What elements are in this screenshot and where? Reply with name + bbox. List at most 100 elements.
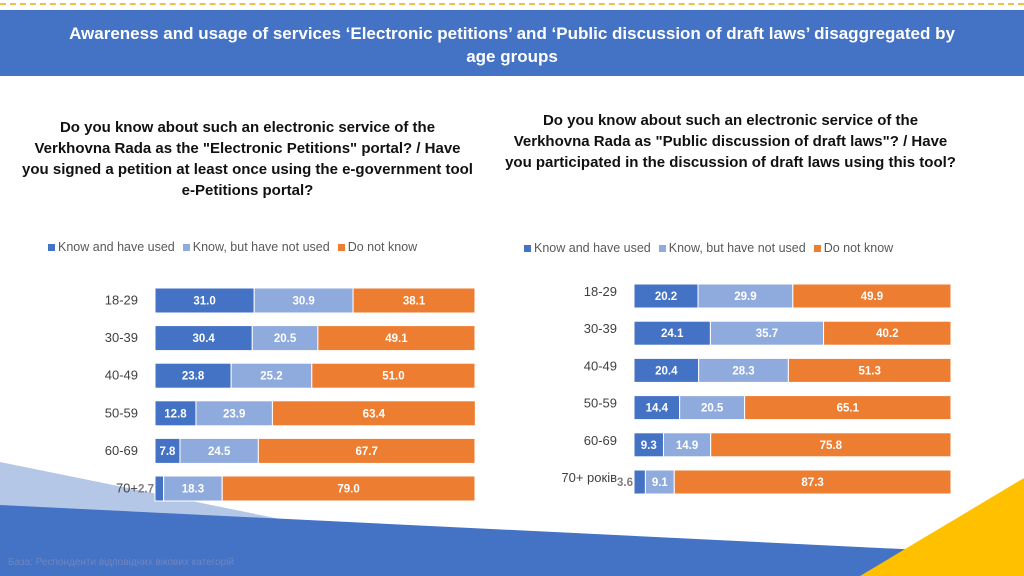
bar-segment <box>317 325 476 352</box>
bar-segment <box>633 469 646 495</box>
yellow-wave <box>860 478 1024 576</box>
category-label: 50-59 <box>584 396 617 411</box>
bar-segment <box>271 400 476 427</box>
data-label: 38.1 <box>403 296 426 308</box>
bar-segment <box>633 320 711 346</box>
data-label: 65.1 <box>837 403 860 415</box>
legend-item: Know, but have not used <box>658 241 806 255</box>
legend-label: Know and have used <box>58 240 175 254</box>
legend-item: Know and have used <box>48 240 175 254</box>
data-label: 14.4 <box>646 403 669 415</box>
data-label: 12.8 <box>164 408 187 420</box>
data-label: 23.8 <box>182 371 205 383</box>
data-label: 29.9 <box>734 291 756 303</box>
bar-segment <box>179 437 259 464</box>
bar-segment <box>195 400 273 427</box>
bar-segment <box>352 287 476 314</box>
legend-label: Know, but have not used <box>192 240 330 254</box>
legend-item: Do not know <box>337 240 418 254</box>
bar-segment <box>633 283 699 309</box>
legend-swatch-know-not-used <box>182 243 190 251</box>
bar-segment <box>697 283 794 309</box>
data-label: 20.2 <box>655 291 677 303</box>
data-label: 24.5 <box>208 446 231 458</box>
footer-note: База: Респонденти відповідних вікових ка… <box>8 557 235 568</box>
data-label: 9.1 <box>652 477 669 489</box>
data-label: 79.0 <box>337 484 359 496</box>
category-label: 60-69 <box>105 443 138 458</box>
bar-segment <box>823 320 952 346</box>
bar-segment <box>257 437 476 464</box>
bar-segment <box>253 287 354 314</box>
category-label: 30-39 <box>584 321 617 336</box>
data-label: 18.3 <box>182 484 204 496</box>
data-label: 25.2 <box>260 371 282 383</box>
data-label: 67.7 <box>355 446 377 458</box>
bar-segment <box>154 362 232 389</box>
data-label: 75.8 <box>820 440 843 452</box>
bar-segment <box>154 325 253 352</box>
legend-label: Know, but have not used <box>668 241 806 255</box>
bar-segment <box>709 320 825 346</box>
data-label: 7.8 <box>159 446 176 458</box>
legend-item: Know, but have not used <box>182 240 330 254</box>
top-dashed-line <box>0 3 1024 5</box>
chart1-title: Do you know about such an electronic ser… <box>22 119 473 199</box>
legend-label: Do not know <box>823 241 894 255</box>
data-label: 31.0 <box>193 296 215 308</box>
bar-segment <box>792 283 952 309</box>
chart2-title: Do you know about such an electronic ser… <box>505 112 956 171</box>
bar-segment <box>251 325 319 352</box>
title-banner: Awareness and usage of services ‘Electro… <box>0 10 1024 76</box>
data-label: 30.4 <box>192 333 215 345</box>
data-label: 87.3 <box>801 477 823 489</box>
bar-segment <box>662 432 712 458</box>
data-label: 28.3 <box>732 365 754 377</box>
bar-segment <box>221 475 476 502</box>
category-label: 70+ років <box>561 470 617 485</box>
bar-segment <box>311 362 476 389</box>
bar-segment <box>673 469 952 495</box>
data-label: 49.1 <box>385 333 408 345</box>
category-label: 40-49 <box>584 358 617 373</box>
data-label: 20.5 <box>701 403 724 415</box>
legend-swatch-know-not-used <box>658 244 666 252</box>
page-title: Awareness and usage of services ‘Electro… <box>69 24 955 66</box>
data-label: 3.6 <box>617 477 633 489</box>
category-label: 30-39 <box>105 330 138 345</box>
chart2-legend: Know and have used Know, but have not us… <box>524 241 901 255</box>
data-label: 49.9 <box>861 291 883 303</box>
data-label: 24.1 <box>661 328 684 340</box>
bar-segment <box>154 475 165 502</box>
legend-label: Do not know <box>347 240 418 254</box>
data-label: 63.4 <box>363 408 386 420</box>
bar-segment <box>710 432 952 458</box>
data-label: 9.3 <box>641 440 657 452</box>
bar-segment <box>744 395 952 421</box>
data-label: 40.2 <box>876 328 898 340</box>
category-label: 18-29 <box>105 293 138 308</box>
data-label: 2.7 <box>138 484 154 496</box>
category-label: 60-69 <box>584 433 617 448</box>
bar-segment <box>633 432 664 458</box>
bar-segment <box>787 357 952 383</box>
bar-segment <box>679 395 746 421</box>
data-label: 35.7 <box>756 328 778 340</box>
data-label: 23.9 <box>223 408 245 420</box>
blue-wave <box>0 505 1024 576</box>
data-label: 20.4 <box>655 365 678 377</box>
category-label: 18-29 <box>584 284 617 299</box>
legend-swatch-not-know <box>337 243 345 251</box>
data-label: 14.9 <box>676 440 698 452</box>
chart1-legend: Know and have used Know, but have not us… <box>48 240 425 254</box>
data-label: 51.0 <box>382 371 404 383</box>
legend-swatch-not-know <box>813 244 821 252</box>
category-label: 40-49 <box>105 368 138 383</box>
data-label: 30.9 <box>292 296 314 308</box>
legend-item: Do not know <box>813 241 894 255</box>
data-label: 20.5 <box>274 333 297 345</box>
legend-item: Know and have used <box>524 241 651 255</box>
category-label: 70+ <box>116 481 138 496</box>
